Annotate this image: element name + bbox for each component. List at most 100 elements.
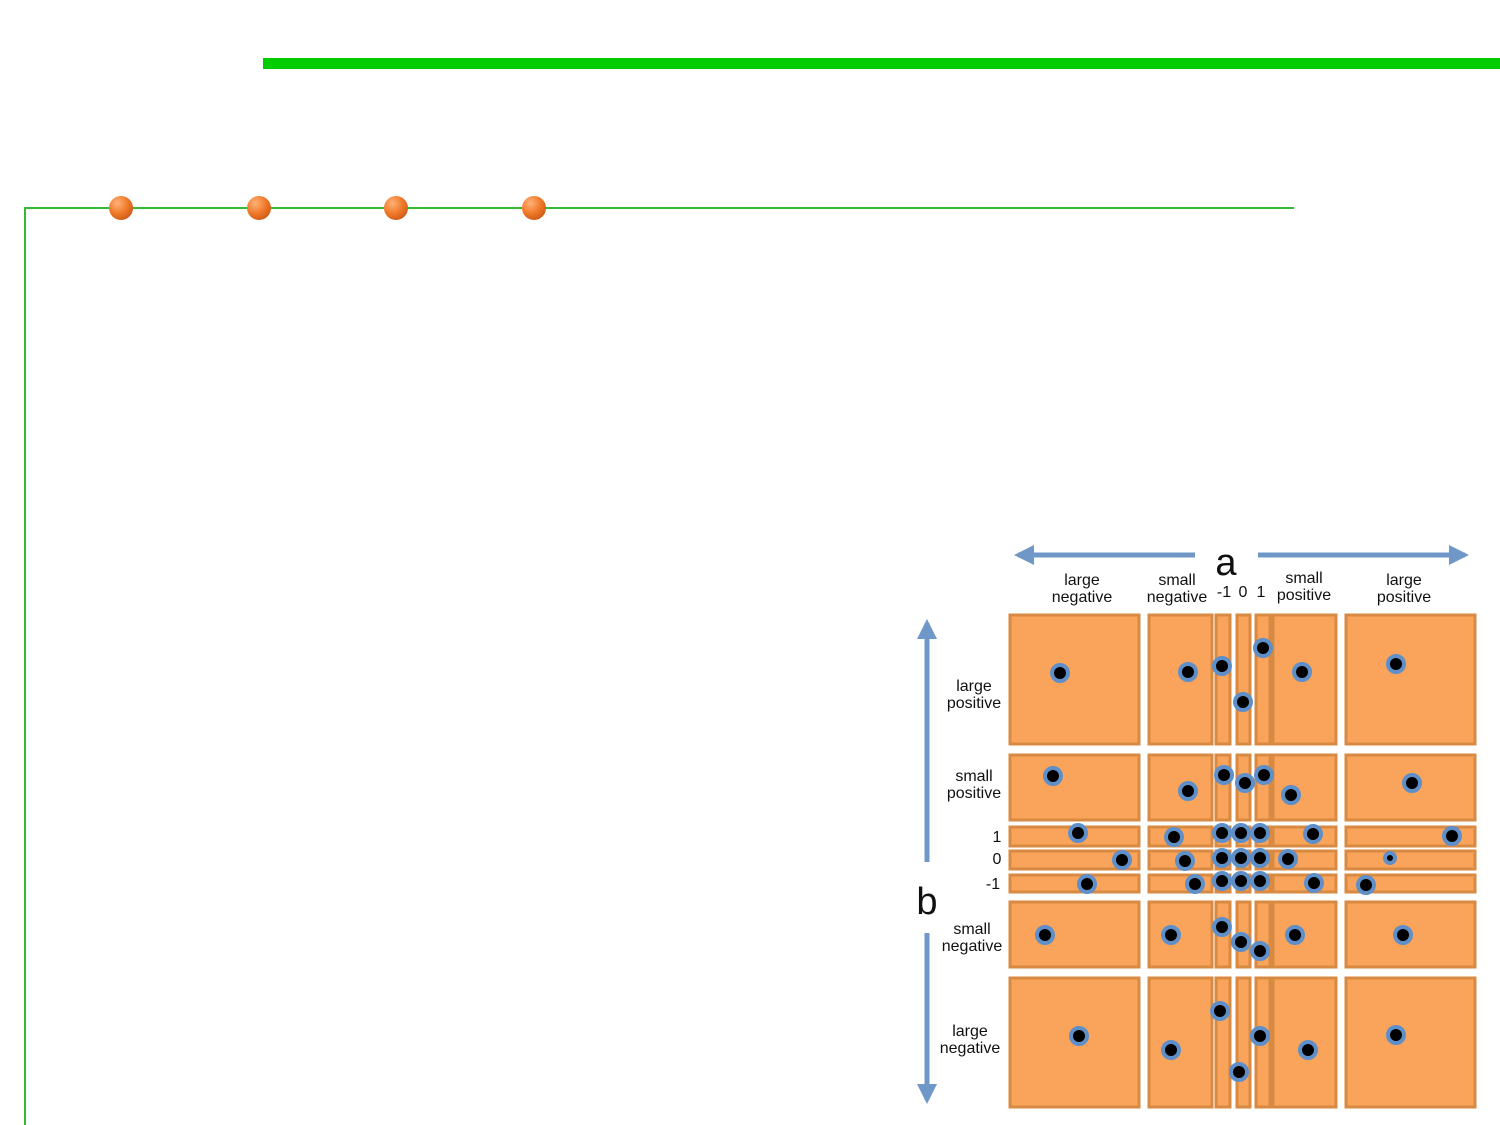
sample-point [1212, 656, 1232, 676]
grid-cell-r0-c0 [1008, 613, 1141, 746]
bullet-dot-4 [522, 196, 546, 220]
col-label-small-negative-2: negative [1147, 589, 1208, 606]
sample-point [1304, 873, 1324, 893]
row-label-small-positive-2: positive [947, 785, 1001, 802]
grid-cell-r4-c6 [1344, 873, 1477, 894]
sample-point [1250, 941, 1270, 961]
sample-point [1161, 1040, 1181, 1060]
sample-point [1185, 874, 1205, 894]
col-label-large-negative-1: large [1064, 572, 1100, 589]
sample-point [1050, 663, 1070, 683]
sample-point [1231, 823, 1251, 843]
bullet-dot-3 [384, 196, 408, 220]
row-label-small-negative-1: small [953, 921, 990, 938]
col-label-one: 1 [1257, 584, 1266, 601]
sample-point [1235, 773, 1255, 793]
sample-point [1112, 850, 1132, 870]
sample-point [1231, 871, 1251, 891]
row-label-large-positive-1: large [956, 678, 992, 695]
sample-point [1250, 1026, 1270, 1046]
sample-point [1253, 638, 1273, 658]
bullet-dot-2 [247, 196, 271, 220]
grid-cell-r6-c6 [1344, 976, 1477, 1109]
content-left-rule [24, 207, 26, 1125]
col-label-zero: 0 [1239, 584, 1248, 601]
sample-point [1386, 654, 1406, 674]
sample-point [1402, 773, 1422, 793]
sample-point [1250, 848, 1270, 868]
grid-cell-r4-c0 [1008, 873, 1141, 894]
title-underline [24, 207, 1294, 209]
row-label-small-positive-1: small [955, 768, 992, 785]
sample-point [1069, 1026, 1089, 1046]
sample-point [1250, 871, 1270, 891]
sample-point [1077, 874, 1097, 894]
row-label-zero: 0 [993, 851, 1002, 868]
sample-point [1292, 662, 1312, 682]
axis-b-label: b [916, 881, 937, 923]
col-label-large-negative-2: negative [1052, 589, 1113, 606]
col-label-small-negative-1: small [1158, 572, 1195, 589]
grid-cell-r5-c5 [1271, 900, 1338, 969]
header-accent-bar [263, 58, 1500, 69]
sample-point [1254, 765, 1274, 785]
sample-points [1035, 638, 1462, 1082]
sample-point [1231, 848, 1251, 868]
sample-point [1210, 1001, 1230, 1021]
grid-cell-r1-c4 [1254, 753, 1272, 822]
row-label-small-negative-2: negative [942, 938, 1003, 955]
grid-cell-r0-c6 [1344, 613, 1477, 746]
sample-point [1175, 851, 1195, 871]
row-label-minus-one: -1 [986, 876, 1000, 893]
grid-cell-r0-c2 [1214, 613, 1232, 746]
sample-point [1393, 925, 1413, 945]
sample-point [1285, 925, 1305, 945]
grid-cell-r0-c1 [1147, 613, 1214, 746]
sample-point [1043, 766, 1063, 786]
sample-point [1229, 1062, 1249, 1082]
col-label-small-positive-2: positive [1277, 587, 1331, 604]
col-label-large-positive-2: positive [1377, 589, 1431, 606]
sample-point [1178, 662, 1198, 682]
axis-a-label: a [1215, 542, 1237, 584]
row-label-large-negative-1: large [952, 1023, 988, 1040]
sample-point [1278, 849, 1298, 869]
sample-point [1212, 848, 1232, 868]
sample-point [1231, 932, 1251, 952]
sample-point [1383, 851, 1397, 865]
grid-cell-r0-c3 [1235, 613, 1252, 746]
sample-point [1164, 827, 1184, 847]
grid-cell-r5-c0 [1008, 900, 1141, 969]
bullet-dot-1 [109, 196, 133, 220]
sample-point [1035, 925, 1055, 945]
row-label-one: 1 [993, 829, 1002, 846]
grid-cell-r1-c5 [1271, 753, 1338, 822]
grid-cell-r3-c6 [1344, 849, 1477, 871]
grid-cell-r6-c2 [1214, 976, 1232, 1109]
sample-point [1161, 925, 1181, 945]
sample-point [1212, 871, 1232, 891]
col-label-minus-one: -1 [1217, 584, 1231, 601]
row-label-large-negative-2: negative [940, 1040, 1001, 1057]
grid-cell-r0-c4 [1254, 613, 1272, 746]
sample-point [1212, 917, 1232, 937]
sample-point [1442, 826, 1462, 846]
sample-point [1212, 823, 1232, 843]
sample-point [1233, 692, 1253, 712]
sample-point [1250, 823, 1270, 843]
col-label-large-positive-1: large [1386, 572, 1422, 589]
grid-cell-r1-c0 [1008, 753, 1141, 822]
sample-point [1298, 1040, 1318, 1060]
grid-cell-r2-c6 [1344, 825, 1477, 848]
sample-point [1303, 824, 1323, 844]
sample-point [1356, 875, 1376, 895]
sample-point [1178, 781, 1198, 801]
grid-cell-r6-c1 [1147, 976, 1214, 1109]
row-label-large-positive-2: positive [947, 695, 1001, 712]
sample-point [1214, 765, 1234, 785]
sample-point [1068, 823, 1088, 843]
grid-cell-r6-c3 [1235, 976, 1252, 1109]
grid-cell-r1-c2 [1214, 753, 1232, 822]
col-label-small-positive-1: small [1285, 570, 1322, 587]
